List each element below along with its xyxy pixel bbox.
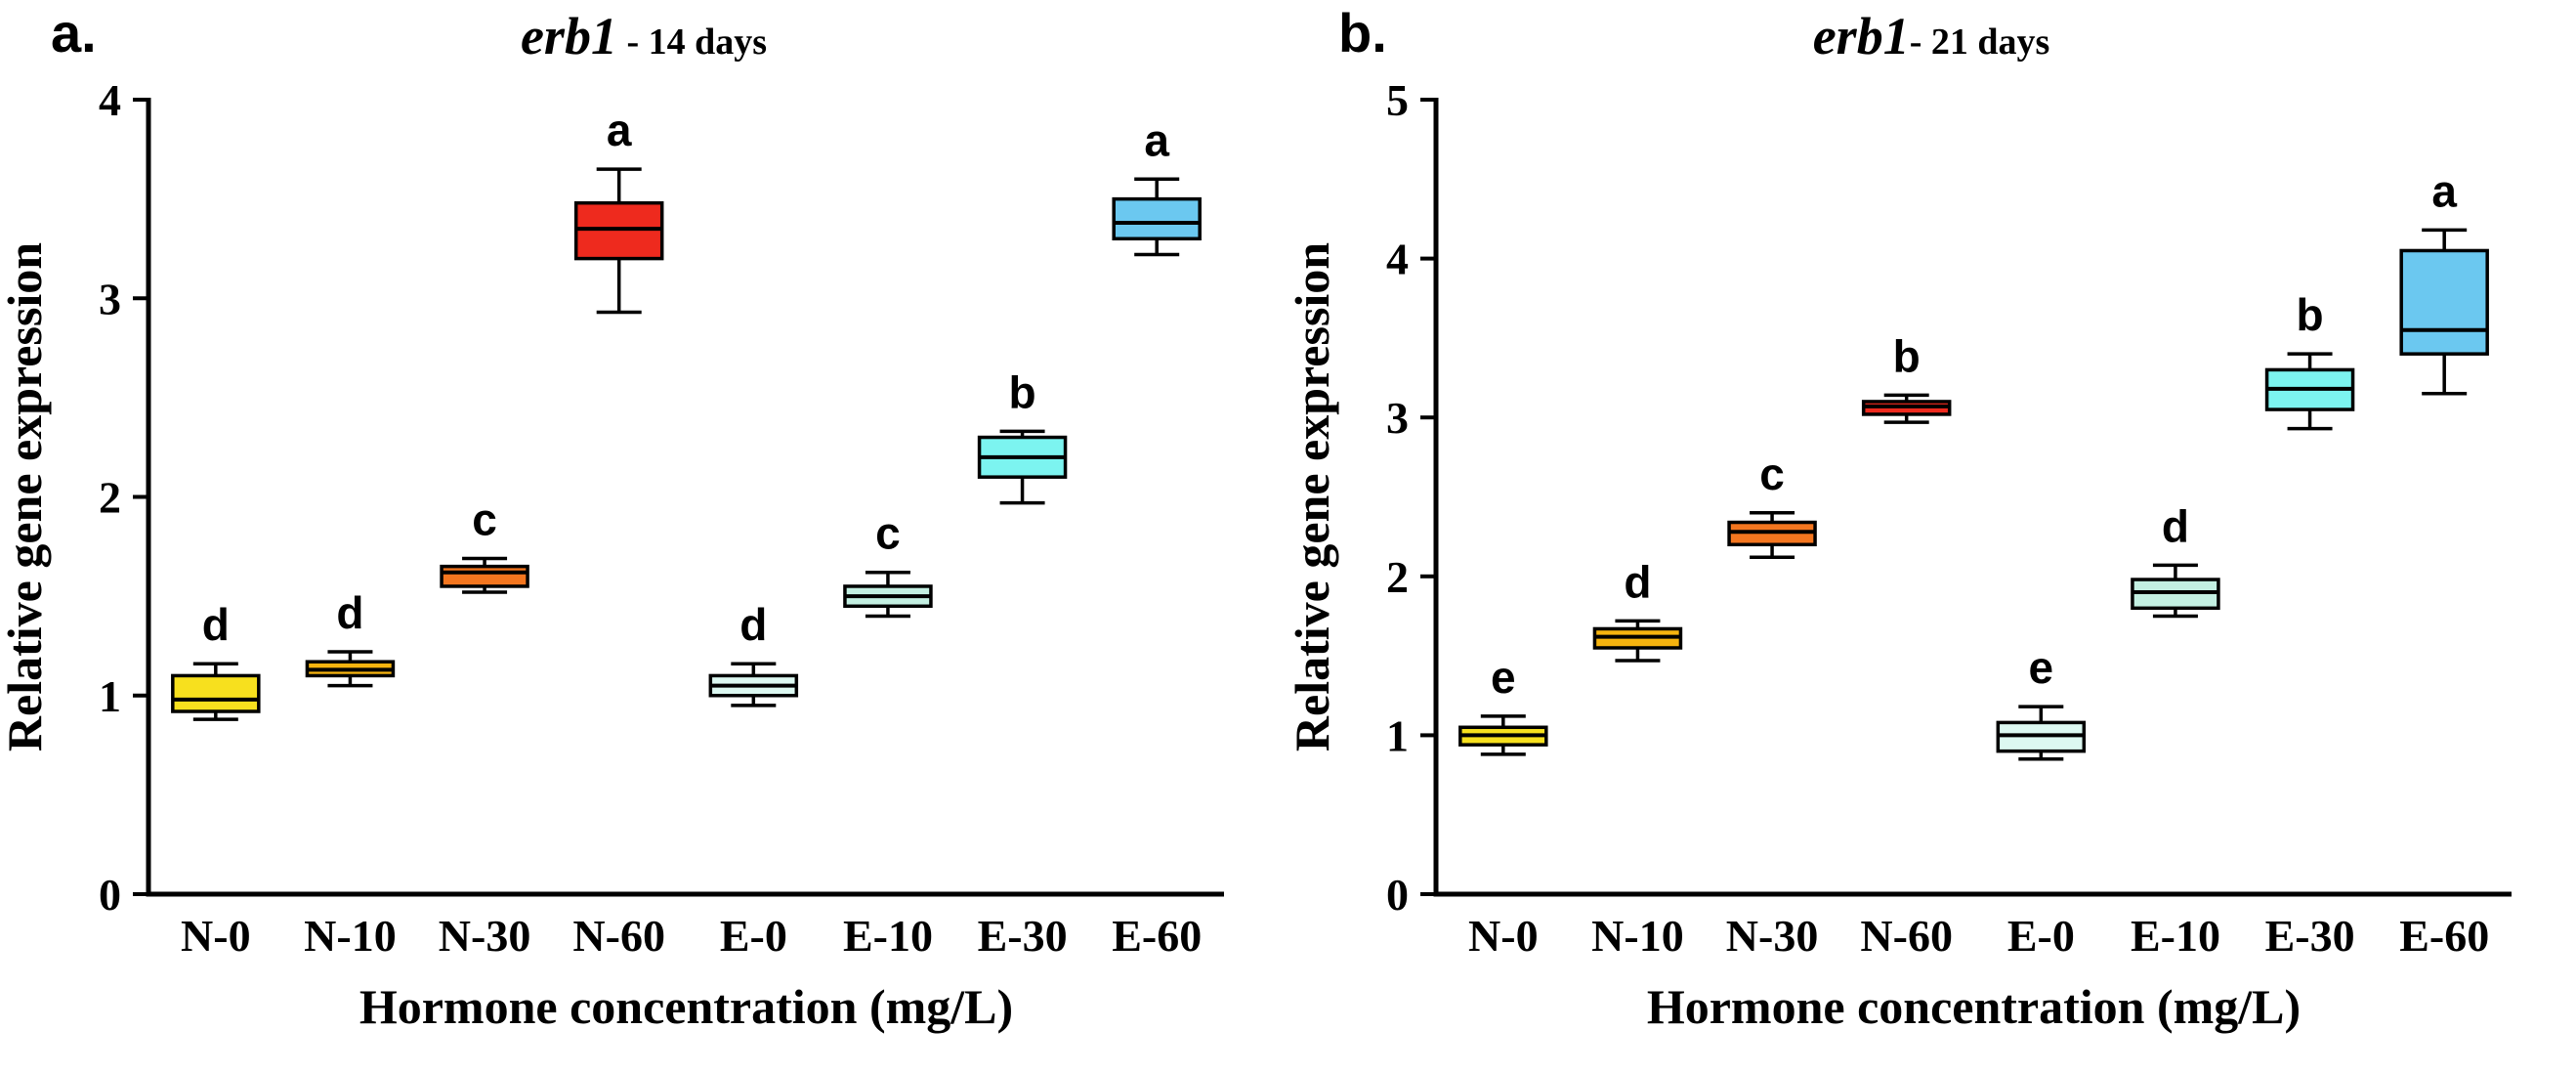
iqr-box — [573, 200, 664, 261]
y-tick-label: 0 — [1386, 870, 1409, 920]
y-tick-label: 0 — [99, 870, 121, 920]
x-tick-label: E-0 — [2007, 911, 2075, 961]
x-tick-label: N-30 — [1726, 911, 1819, 961]
x-tick-label: N-60 — [572, 911, 665, 961]
box-n-0: d — [171, 599, 261, 721]
box-e-30: b — [2264, 289, 2355, 431]
significance-letter: d — [739, 599, 767, 650]
box-n-10: d — [1592, 556, 1683, 663]
box-n-30: c — [1727, 449, 1817, 560]
x-axis-title: Hormone concentration (mg/L) — [359, 979, 1013, 1034]
x-tick-label: N-10 — [304, 911, 397, 961]
x-tick-label: E-60 — [2399, 911, 2489, 961]
box-e-0: d — [708, 599, 799, 708]
panel-b-label: b. — [1338, 2, 1387, 64]
x-tick-label: N-60 — [1860, 911, 1953, 961]
boxplot-chart-14-days: 0 1 2 3 4 N-0 N-10 N-30 N-60 E-0 E-10 E-30 E-60 d d c a d… — [0, 78, 1224, 1034]
panel-b-header: b. erb1- 21 days — [1288, 0, 2575, 82]
x-tick-label: N-0 — [1468, 911, 1539, 961]
timepoint-label: - 21 days — [1909, 21, 2050, 63]
y-axis-title: Relative gene expression — [0, 242, 52, 751]
box-e-10: d — [2131, 500, 2220, 619]
panel-a-label: a. — [51, 2, 97, 64]
y-tick-label: 2 — [99, 473, 121, 523]
significance-letter: d — [2162, 500, 2189, 551]
y-tick-label: 4 — [99, 78, 121, 125]
box-n-0: e — [1458, 652, 1548, 756]
box-n-60: b — [1861, 330, 1952, 424]
panel-b: b. erb1- 21 days 0 1 2 3 4 5 N-0 N-10 N-30 N-60 E-… — [1288, 0, 2575, 1072]
significance-letter: e — [2029, 642, 2054, 693]
significance-letter: a — [1144, 114, 1169, 165]
significance-letter: c — [472, 494, 497, 545]
y-tick-label: 3 — [99, 274, 121, 323]
box-e-60: a — [1112, 114, 1202, 257]
significance-letter: b — [1009, 366, 1036, 417]
significance-letter: d — [336, 587, 363, 638]
iqr-box — [171, 673, 261, 713]
gene-name: erb1 — [1812, 7, 1910, 65]
panel-a-title: erb1 - 14 days — [0, 7, 1288, 65]
box-e-60: a — [2399, 165, 2489, 396]
y-axis-title: Relative gene expression — [1288, 242, 1339, 751]
y-tick-label: 4 — [1386, 235, 1409, 284]
significance-letter: e — [1491, 652, 1516, 703]
x-tick-label: E-30 — [2265, 911, 2355, 961]
boxplot-chart-21-days: 0 1 2 3 4 5 N-0 N-10 N-30 N-60 E-0 E-10 E-30 E-60 e d c b… — [1288, 78, 2512, 1034]
x-tick-label: N-0 — [181, 911, 251, 961]
significance-letter: b — [1893, 330, 1921, 381]
x-tick-label: N-30 — [439, 911, 531, 961]
x-tick-label: E-30 — [978, 911, 1068, 961]
x-tick-label: E-60 — [1112, 911, 1202, 961]
y-tick-label: 2 — [1386, 552, 1409, 602]
significance-letter: a — [607, 105, 632, 155]
box-n-60: a — [573, 105, 664, 315]
timepoint-label: - 14 days — [616, 21, 768, 63]
iqr-box — [2399, 248, 2489, 356]
iqr-box — [440, 564, 529, 588]
box-n-10: d — [305, 587, 396, 688]
significance-letter: c — [875, 508, 901, 559]
box-e-30: b — [977, 366, 1068, 505]
box-e-10: c — [843, 508, 933, 619]
panel-a-header: a. erb1 - 14 days — [0, 0, 1288, 82]
significance-letter: b — [2297, 289, 2324, 340]
x-tick-label: E-0 — [720, 911, 787, 961]
gene-name: erb1 — [520, 7, 617, 65]
x-tick-label: E-10 — [2131, 911, 2220, 961]
x-tick-label: N-10 — [1591, 911, 1684, 961]
box-e-0: e — [1996, 642, 2087, 761]
significance-letter: c — [1759, 449, 1785, 499]
y-tick-label: 5 — [1386, 78, 1409, 125]
significance-letter: d — [202, 599, 230, 650]
y-tick-label: 1 — [1386, 710, 1409, 760]
significance-letter: d — [1624, 556, 1651, 607]
x-tick-label: E-10 — [843, 911, 933, 961]
iqr-box — [1112, 196, 1202, 241]
y-tick-label: 1 — [99, 671, 121, 721]
y-tick-label: 3 — [1386, 393, 1409, 443]
x-axis-title: Hormone concentration (mg/L) — [1647, 979, 2301, 1034]
significance-letter: a — [2431, 165, 2457, 216]
panel-b-title: erb1- 21 days — [1288, 7, 2575, 65]
box-n-30: c — [440, 494, 529, 594]
panel-a: a. erb1 - 14 days 0 1 2 3 4 N-0 N-10 N-30 N-60 E-… — [0, 0, 1288, 1034]
